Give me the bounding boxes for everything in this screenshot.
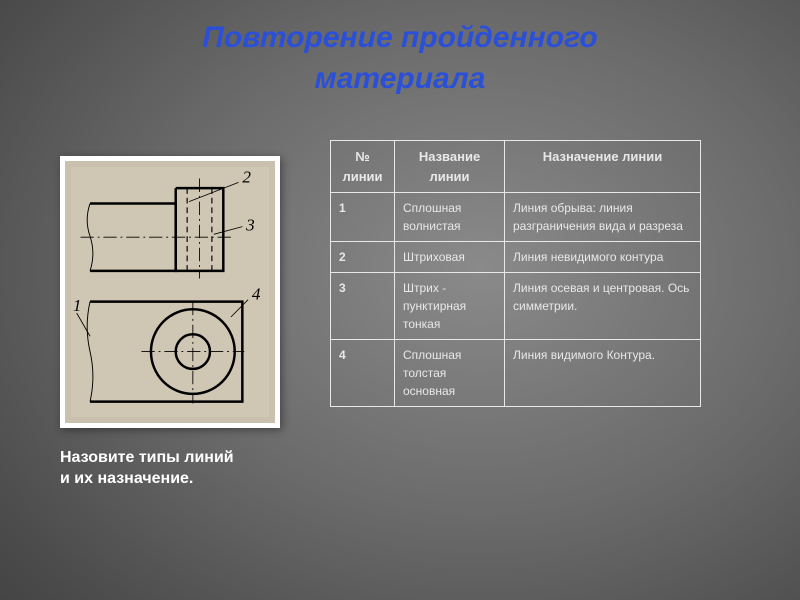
cell-purpose: Линия осевая и центровая. Ось симметрии. <box>505 273 701 340</box>
cell-num: 1 <box>331 193 395 242</box>
cell-purpose: Линия обрыва: линия разграничения вида и… <box>505 193 701 242</box>
title-line1: Повторение пройденного <box>0 18 800 59</box>
drawing-label-4: 4 <box>252 285 261 304</box>
drawing-frame: 1 2 3 4 <box>60 156 280 428</box>
caption-line2: и их назначение. <box>60 469 234 490</box>
line-types-table: № линии Название линии Назначение линии … <box>330 140 701 407</box>
table-row: 2 Штриховая Линия невидимого контура <box>331 242 701 273</box>
table-row: 4 Сплошная толстая основная Линия видимо… <box>331 340 701 407</box>
drawing-label-2: 2 <box>242 167 251 186</box>
drawing-inner: 1 2 3 4 <box>71 167 269 417</box>
col-header-name: Название линии <box>395 141 505 193</box>
cell-name: Сплошная волнистая <box>395 193 505 242</box>
cell-purpose: Линия невидимого контура <box>505 242 701 273</box>
slide-title: Повторение пройденного материала <box>0 18 800 99</box>
table-row: 3 Штрих - пунктирная тонкая Линия осевая… <box>331 273 701 340</box>
cell-name: Сплошная толстая основная <box>395 340 505 407</box>
col-header-purpose: Назначение линии <box>505 141 701 193</box>
cell-purpose: Линия видимого Контура. <box>505 340 701 407</box>
table-row: 1 Сплошная волнистая Линия обрыва: линия… <box>331 193 701 242</box>
cell-name: Штрих - пунктирная тонкая <box>395 273 505 340</box>
table-header-row: № линии Название линии Назначение линии <box>331 141 701 193</box>
cell-num: 2 <box>331 242 395 273</box>
col-header-num: № линии <box>331 141 395 193</box>
drawing-caption: Назовите типы линий и их назначение. <box>60 448 234 490</box>
cell-name: Штриховая <box>395 242 505 273</box>
technical-drawing: 1 2 3 4 <box>71 167 269 417</box>
caption-line1: Назовите типы линий <box>60 448 234 469</box>
cell-num: 3 <box>331 273 395 340</box>
title-line2: материала <box>0 59 800 100</box>
drawing-label-1: 1 <box>73 296 82 315</box>
drawing-label-3: 3 <box>245 215 255 234</box>
cell-num: 4 <box>331 340 395 407</box>
line-types-table-wrap: № линии Название линии Назначение линии … <box>330 140 701 407</box>
